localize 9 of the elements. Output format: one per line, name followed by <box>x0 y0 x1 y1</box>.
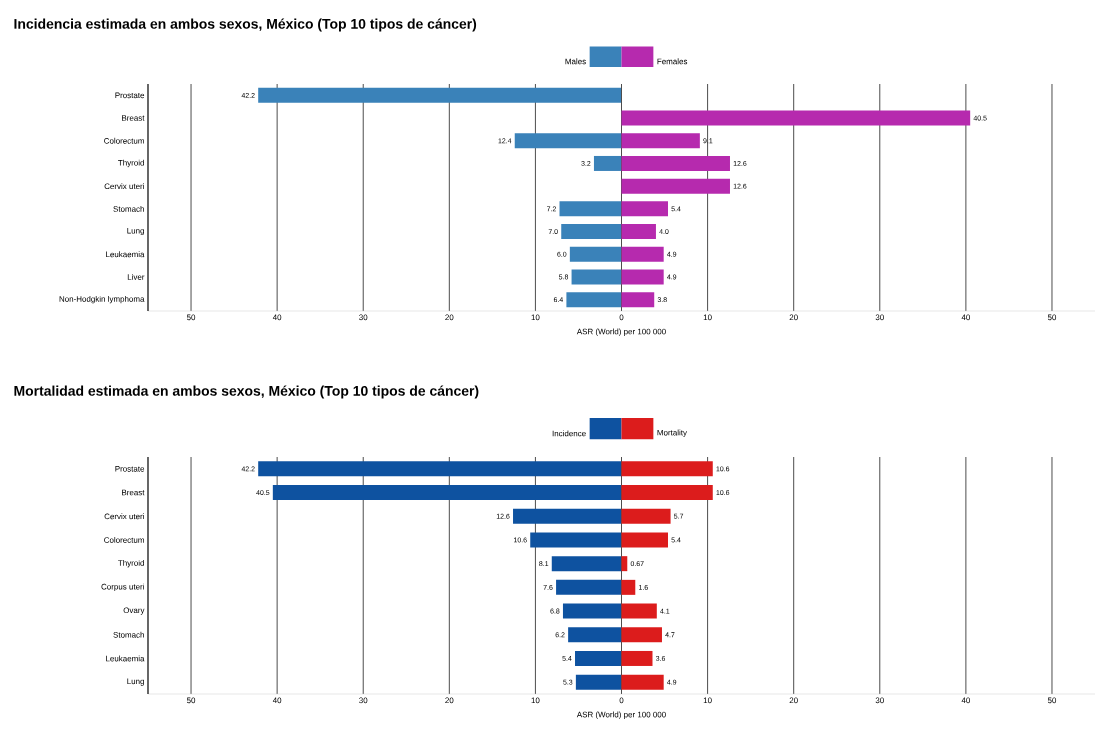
chart-title: Mortalidad estimada en ambos sexos, México (Top 10 tipos de cáncer) <box>14 385 479 399</box>
bar <box>621 579 636 595</box>
bar <box>258 87 622 103</box>
bar <box>593 155 622 171</box>
bar <box>621 485 713 501</box>
chart-title: Incidencia estimada en ambos sexos, México (Top 10 tipos de cáncer) <box>14 18 477 32</box>
bar <box>621 461 713 477</box>
bar <box>621 110 971 126</box>
bar <box>621 178 730 194</box>
